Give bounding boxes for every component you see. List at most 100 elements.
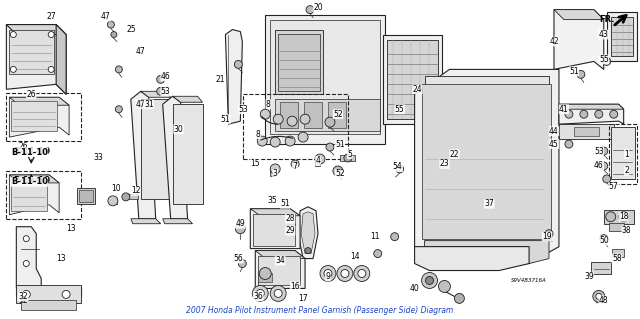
Bar xyxy=(422,84,551,239)
Polygon shape xyxy=(255,251,305,288)
Circle shape xyxy=(600,162,608,170)
Bar xyxy=(315,158,320,166)
Bar xyxy=(6,93,81,141)
Text: 4: 4 xyxy=(316,157,321,166)
Text: 14: 14 xyxy=(350,252,360,261)
Circle shape xyxy=(122,193,130,201)
Circle shape xyxy=(454,293,465,303)
Polygon shape xyxy=(554,10,604,70)
Text: 33: 33 xyxy=(93,152,103,161)
Circle shape xyxy=(234,60,243,68)
Circle shape xyxy=(374,249,381,257)
Polygon shape xyxy=(554,10,604,19)
Circle shape xyxy=(108,196,118,206)
Bar xyxy=(270,168,275,176)
Text: 36: 36 xyxy=(253,292,263,301)
Text: 51: 51 xyxy=(335,140,345,149)
Polygon shape xyxy=(250,209,300,216)
Text: 41: 41 xyxy=(559,105,569,114)
Circle shape xyxy=(326,143,334,151)
Polygon shape xyxy=(250,209,300,249)
Polygon shape xyxy=(41,288,81,296)
Text: 42: 42 xyxy=(549,37,559,46)
Text: 56: 56 xyxy=(234,254,243,263)
Circle shape xyxy=(337,265,353,281)
Text: 50: 50 xyxy=(599,236,609,245)
Bar xyxy=(559,124,614,139)
Circle shape xyxy=(270,164,280,174)
Text: 47: 47 xyxy=(136,47,146,56)
Bar xyxy=(607,12,637,62)
Bar xyxy=(611,127,635,179)
Bar xyxy=(275,99,380,131)
Text: 13: 13 xyxy=(56,254,66,263)
Circle shape xyxy=(333,166,343,176)
Polygon shape xyxy=(6,25,66,94)
Bar xyxy=(387,40,438,119)
Circle shape xyxy=(10,32,17,38)
Polygon shape xyxy=(424,241,549,263)
Circle shape xyxy=(273,114,283,124)
Bar xyxy=(10,30,54,74)
Text: 5: 5 xyxy=(348,150,352,159)
Circle shape xyxy=(593,290,605,302)
Bar xyxy=(109,198,117,204)
Bar xyxy=(259,256,300,286)
Text: 11: 11 xyxy=(370,232,380,241)
Text: B-11-10: B-11-10 xyxy=(11,177,48,186)
Circle shape xyxy=(315,154,325,164)
Bar xyxy=(265,15,385,144)
Bar xyxy=(141,99,171,199)
Text: 8: 8 xyxy=(256,130,260,139)
Text: 39: 39 xyxy=(584,272,594,281)
Bar xyxy=(591,262,611,273)
Bar xyxy=(173,104,202,204)
Polygon shape xyxy=(17,288,81,296)
Bar xyxy=(243,94,348,159)
Text: 49: 49 xyxy=(236,219,245,228)
Circle shape xyxy=(257,136,268,146)
Bar xyxy=(259,272,272,282)
Text: 27: 27 xyxy=(46,12,56,21)
Bar xyxy=(270,19,380,134)
Text: 9: 9 xyxy=(326,272,330,281)
Circle shape xyxy=(10,66,17,72)
Text: 19: 19 xyxy=(542,232,552,241)
Bar xyxy=(6,171,81,219)
Polygon shape xyxy=(10,175,59,215)
Circle shape xyxy=(238,260,246,268)
Polygon shape xyxy=(559,104,623,124)
Text: 25: 25 xyxy=(126,25,136,34)
Circle shape xyxy=(236,224,245,234)
Circle shape xyxy=(325,117,335,127)
Text: 20: 20 xyxy=(313,3,323,12)
Text: 26: 26 xyxy=(19,142,28,151)
Text: FR.: FR. xyxy=(599,15,614,24)
Text: 7: 7 xyxy=(292,162,298,172)
Circle shape xyxy=(298,132,308,142)
Circle shape xyxy=(252,286,268,301)
Text: 21: 21 xyxy=(216,75,225,84)
Text: 53: 53 xyxy=(161,87,170,96)
Bar xyxy=(12,101,57,131)
Circle shape xyxy=(320,265,336,281)
Circle shape xyxy=(111,32,117,38)
Circle shape xyxy=(115,106,122,113)
Polygon shape xyxy=(559,104,623,109)
Circle shape xyxy=(605,212,616,222)
Circle shape xyxy=(259,268,271,279)
Polygon shape xyxy=(10,97,69,105)
Circle shape xyxy=(426,277,433,285)
Bar xyxy=(77,188,95,204)
Polygon shape xyxy=(415,247,529,271)
Text: 55: 55 xyxy=(395,105,404,114)
Text: 31: 31 xyxy=(144,100,154,109)
Polygon shape xyxy=(298,207,318,259)
Bar xyxy=(609,223,623,231)
Circle shape xyxy=(287,116,297,126)
Text: 3: 3 xyxy=(273,169,278,178)
Bar xyxy=(340,155,355,161)
Circle shape xyxy=(596,293,602,300)
Circle shape xyxy=(270,286,286,301)
Text: 53: 53 xyxy=(239,105,248,114)
